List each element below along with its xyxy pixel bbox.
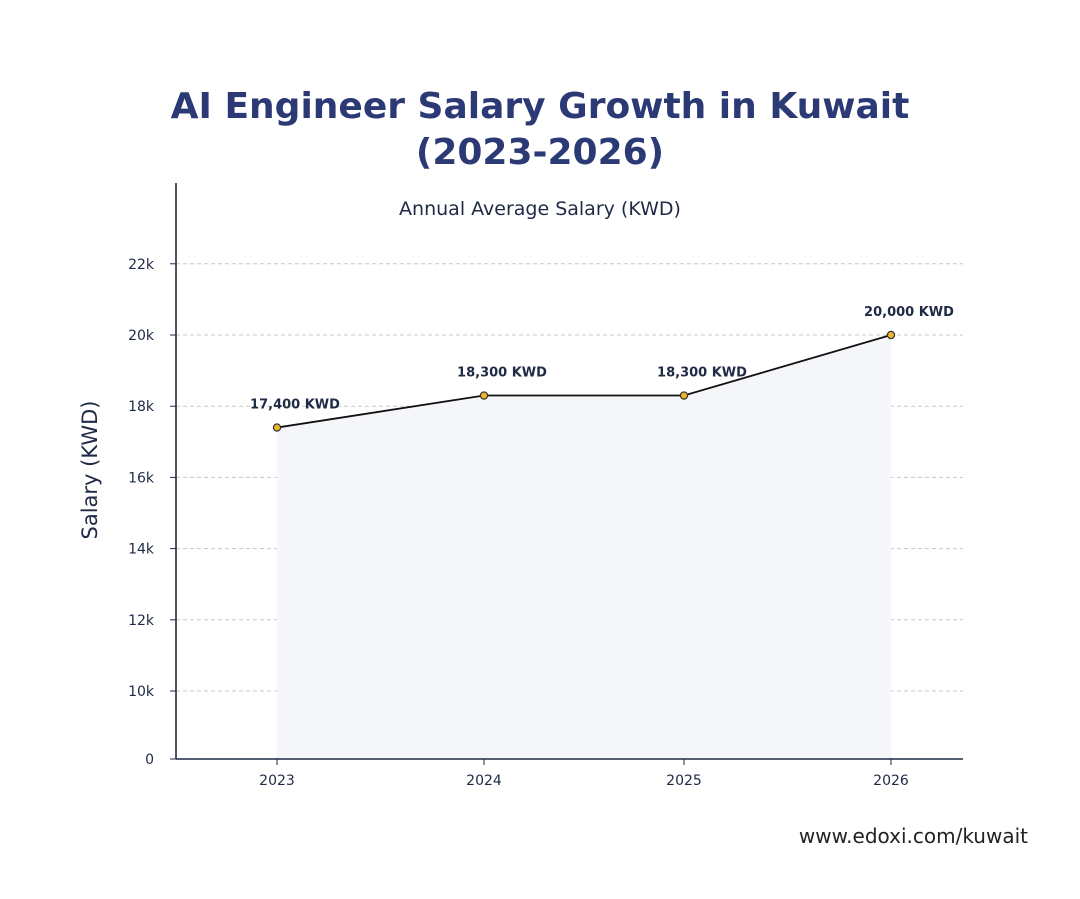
area-fill [277,335,891,759]
y-tick-label: 20k [128,328,155,344]
y-tick-labels: 0 10k 12k 14k 16k 18k 20k 22k [128,257,155,768]
x-tick-label: 2024 [466,773,502,789]
x-tick-label: 2025 [666,773,702,789]
y-tick-label: 10k [128,684,155,700]
chart-title: AI Engineer Salary Growth in Kuwait (202… [0,84,1080,176]
y-tick-label: 0 [145,752,154,768]
y-tick-label: 16k [128,470,155,486]
data-point [679,391,689,400]
data-point [479,391,489,400]
chart-title-line-1: AI Engineer Salary Growth in Kuwait [170,86,910,127]
axes [175,183,963,760]
data-label: 18,300 KWD [657,366,747,381]
data-point [272,423,282,432]
data-label: 17,400 KWD [250,398,340,413]
y-tick-label: 12k [128,613,155,629]
chart-title-line-2: (2023-2026) [415,132,665,173]
series-line [276,334,892,429]
chart-subtitle: Annual Average Salary (KWD) [399,198,681,220]
data-label: 18,300 KWD [457,366,547,381]
y-tick-label: 14k [128,542,155,558]
y-tick-label: 22k [128,257,155,273]
data-label: 20,000 KWD [864,305,954,320]
x-tick-label: 2026 [873,773,909,789]
data-point [886,330,896,340]
x-tick-labels: 2023 2024 2025 2026 [259,759,909,789]
website-watermark: www.edoxi.com/kuwait [798,824,1028,848]
y-tick-label: 18k [128,399,155,415]
data-labels: 17,400 KWD 18,300 KWD 18,300 KWD 20,000 KWD [250,305,954,413]
x-tick-label: 2023 [259,773,295,789]
data-points [272,330,896,432]
